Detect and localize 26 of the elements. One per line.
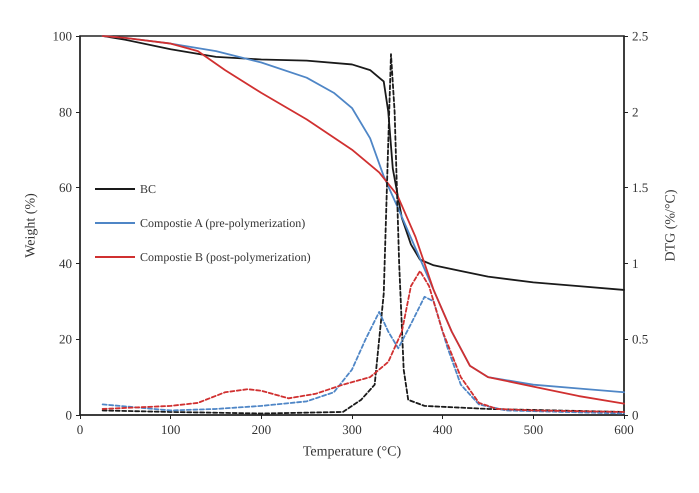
x-tick-label: 400 bbox=[432, 422, 452, 437]
legend-label: Compostie A (pre-polymerization) bbox=[140, 216, 306, 230]
line-series bbox=[102, 296, 625, 414]
y2-tick-label: 2.5 bbox=[632, 28, 648, 44]
legend-label: BC bbox=[140, 182, 156, 196]
y2-tick-label: 2 bbox=[632, 104, 638, 120]
y-tick-label: 40 bbox=[59, 256, 72, 271]
y2-tick-label: 0.5 bbox=[632, 332, 648, 347]
y2-tick-label: 1 bbox=[632, 256, 638, 271]
y-tick-label: 20 bbox=[59, 332, 72, 347]
y2-tick-label: 0 bbox=[632, 408, 638, 422]
y-tick-label: 60 bbox=[59, 180, 72, 196]
x-tick-label: 500 bbox=[524, 422, 544, 437]
y-tick-label: 80 bbox=[59, 104, 72, 120]
x-tick-label: 600 bbox=[614, 422, 634, 437]
y-axis-title: Weight (%) bbox=[24, 192, 38, 258]
x-tick-label: 300 bbox=[342, 422, 362, 437]
y-tick-label: 100 bbox=[52, 28, 72, 44]
x-tick-label: 100 bbox=[160, 422, 180, 437]
x-axis-title: Temperature (°C) bbox=[302, 444, 402, 460]
legend-label: Compostie B (post-polymerization) bbox=[140, 250, 311, 264]
x-tick-label: 0 bbox=[76, 422, 84, 437]
y2-tick-label: 1.5 bbox=[632, 180, 648, 196]
x-tick-label: 200 bbox=[252, 422, 272, 437]
y2-axis-title: DTG (%/°C) bbox=[664, 189, 678, 262]
y-tick-label: 0 bbox=[66, 408, 72, 422]
